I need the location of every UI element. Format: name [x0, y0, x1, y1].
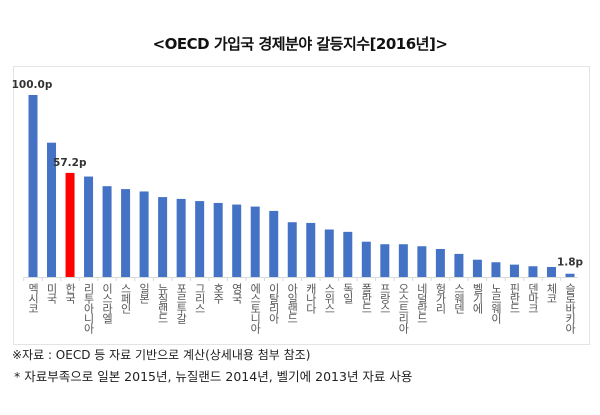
- x-tick-label: 벨기에: [471, 283, 484, 315]
- x-tick-label: 리투아니아: [82, 283, 95, 335]
- bar-8: [176, 198, 186, 277]
- bar-29: [565, 273, 575, 277]
- bar-0: [28, 95, 38, 277]
- bar-1: [47, 142, 57, 277]
- x-tick-label: 덴마크: [526, 283, 539, 313]
- bar-16: [324, 229, 334, 277]
- x-tick-label: 네덜란드: [415, 283, 428, 323]
- bar-4: [102, 186, 112, 277]
- bar-6: [139, 191, 149, 277]
- x-tick-label: 아일랜드: [286, 283, 299, 323]
- data-label: 1.8p: [557, 257, 584, 269]
- bar-13: [269, 210, 279, 277]
- bar-22: [435, 248, 445, 277]
- bar-20: [398, 244, 408, 277]
- source-note: ※자료 : OECD 등 자료 기반으로 계산(상세내용 첨부 참조): [12, 348, 311, 362]
- bar-10: [213, 202, 223, 277]
- x-tick-label: 일본: [138, 282, 151, 304]
- x-tick-label: 오스트리아: [397, 283, 410, 335]
- x-tick-label: 슬로바키아: [564, 283, 577, 335]
- x-tick-label: 폴란드: [360, 283, 373, 313]
- x-tick-label: 호주: [212, 283, 225, 304]
- x-tick-label: 핀란드: [508, 283, 521, 313]
- x-tick-label: 노르웨이: [489, 283, 502, 325]
- x-tick-label: 멕시코: [27, 283, 40, 313]
- bar-9: [195, 201, 205, 277]
- x-tick-label: 스위스: [323, 283, 336, 313]
- bar-12: [250, 206, 260, 277]
- bar-3: [84, 176, 94, 277]
- x-tick-label: 이탈리아: [267, 283, 280, 325]
- bar-26: [509, 264, 519, 277]
- data-label: 57.2p: [53, 157, 87, 169]
- bar-19: [380, 244, 390, 277]
- bar-25: [491, 262, 501, 277]
- x-tick-label: 스웨덴: [452, 283, 465, 314]
- x-tick-label: 독일: [341, 283, 354, 304]
- bar-2: [65, 172, 75, 277]
- x-tick-label: 그리스: [193, 283, 206, 313]
- data-note: * 자료부족으로 일본 2015년, 뉴질랜드 2014년, 벨기에 2013년…: [14, 369, 413, 384]
- chart-area: [13, 66, 590, 345]
- bar-28: [546, 266, 556, 277]
- x-tick-label: 포르투갈: [175, 283, 188, 324]
- x-tick-label: 프랑스: [378, 283, 391, 313]
- x-tick-label: 스페인: [119, 283, 132, 314]
- x-tick-label: 미국: [45, 283, 58, 304]
- chart-title: <OECD 가입국 경제분야 갈등지수[2016년]>: [152, 35, 448, 53]
- x-tick-label: 뉴질랜드: [156, 283, 169, 323]
- x-tick-label: 이스라엘: [101, 283, 114, 324]
- x-tick-label: 캐나다: [304, 283, 317, 314]
- bar-18: [361, 241, 371, 277]
- data-label: 100.0p: [12, 79, 53, 91]
- bar-17: [343, 231, 353, 277]
- bar-5: [121, 189, 131, 277]
- bar-11: [232, 204, 242, 277]
- bar-27: [528, 266, 538, 277]
- x-tick-label: 영국: [230, 283, 243, 304]
- bar-21: [417, 246, 427, 277]
- x-tick-label: 한국: [64, 283, 77, 304]
- x-tick-label: 헝가리: [434, 283, 447, 314]
- x-tick-label: 체코: [545, 283, 558, 303]
- bar-15: [306, 222, 316, 277]
- bar-7: [158, 197, 168, 277]
- bar-24: [472, 259, 482, 277]
- x-tick-label: 에스토니아: [249, 283, 262, 335]
- bar-23: [454, 253, 464, 277]
- bar-14: [287, 222, 297, 277]
